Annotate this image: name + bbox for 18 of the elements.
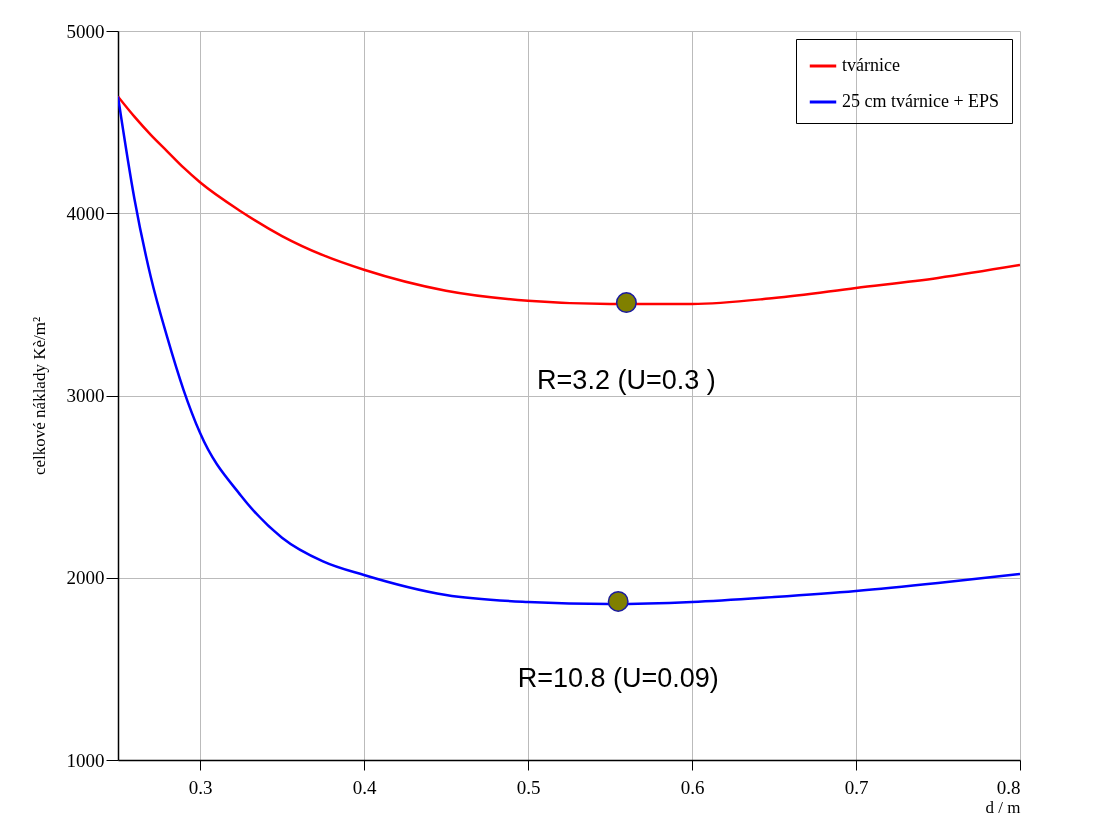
y-tick-label: 2000 — [66, 567, 105, 589]
y-axis-title: celkové náklady Kè/m² — [29, 316, 49, 476]
y-tick-label: 5000 — [66, 20, 105, 42]
x-tick-label: 0.3 — [188, 776, 213, 798]
x-tick-label: 0.4 — [352, 776, 377, 798]
legend-label: 25 cm tvárnice + EPS — [842, 91, 1000, 111]
y-tick-label: 3000 — [66, 385, 105, 406]
line-series — [118, 95, 1020, 306]
x-tick-label: 0.6 — [680, 776, 705, 798]
x-axis-title: d / m — [985, 797, 1021, 817]
annotation: R=10.8 (U=0.09) — [517, 663, 719, 694]
x-tick-label: 0.7 — [844, 776, 869, 798]
x-tick-label: 0.8 — [996, 776, 1021, 798]
legend-label: tvárnice — [842, 55, 900, 75]
x-tick-label: 0.5 — [516, 776, 541, 798]
annotation: R=3.2 (U=0.3 ) — [537, 364, 716, 395]
y-tick-label: 4000 — [66, 202, 105, 224]
y-tick-label: 1000 — [66, 749, 105, 771]
